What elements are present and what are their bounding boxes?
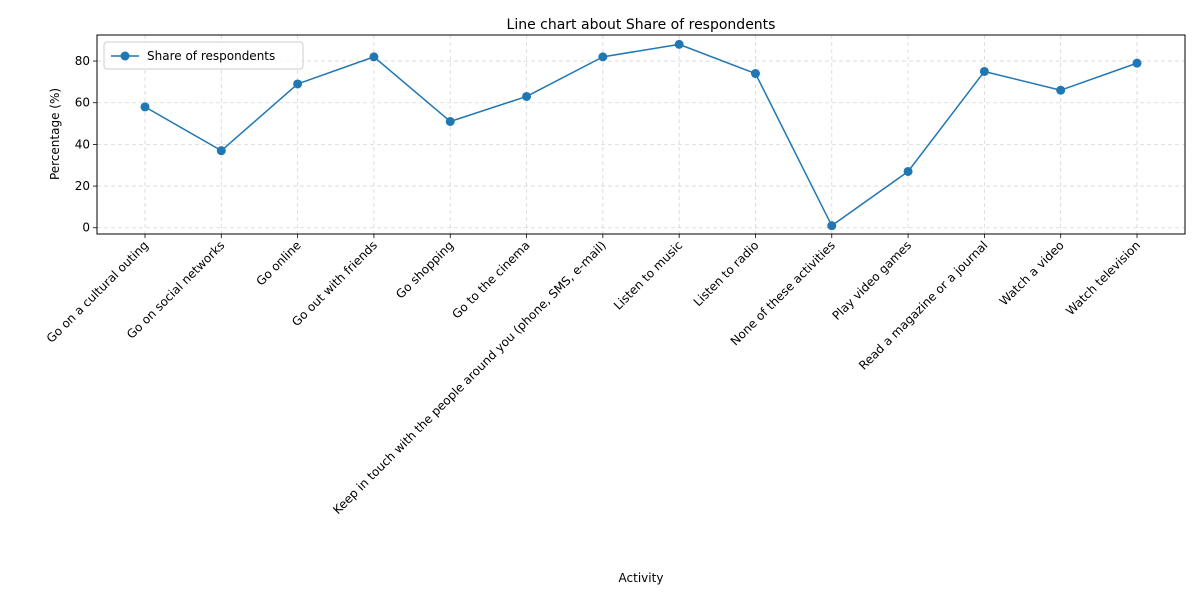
legend-box	[103, 41, 304, 70]
legend-marker-swatch	[120, 51, 130, 61]
y-tick-label: 0	[82, 221, 90, 235]
y-axis-label: Percentage (%)	[48, 88, 62, 180]
data-point-marker	[1132, 58, 1142, 68]
data-point-marker	[445, 116, 455, 126]
y-tick-label: 60	[75, 96, 90, 110]
data-point-marker	[750, 69, 760, 79]
y-tick-label: 20	[75, 179, 90, 193]
plot-area-frame	[96, 34, 1186, 235]
data-point-marker	[979, 66, 989, 76]
legend-entry-label: Share of respondents	[147, 49, 275, 63]
grid	[97, 35, 1185, 234]
series-line	[144, 43, 1138, 227]
data-point-marker	[140, 102, 150, 112]
y-tick-label: 80	[75, 54, 90, 68]
legend: Share of respondents	[103, 41, 304, 70]
data-point-marker	[903, 166, 913, 176]
data-point-marker	[293, 79, 303, 89]
data-point-marker	[369, 52, 379, 62]
y-axis: 0 20 40 60 80	[75, 54, 97, 235]
data-point-marker	[598, 52, 608, 62]
data-point-marker	[522, 91, 532, 101]
data-point-marker	[216, 146, 226, 156]
data-point-marker	[674, 39, 684, 49]
data-point-marker	[827, 221, 837, 231]
y-tick-label: 40	[75, 137, 90, 151]
data-point-marker	[1056, 85, 1066, 95]
series-layer	[140, 39, 1142, 231]
x-axis-label: Activity	[619, 571, 664, 585]
chart-title: Line chart about Share of respondents	[507, 17, 776, 33]
